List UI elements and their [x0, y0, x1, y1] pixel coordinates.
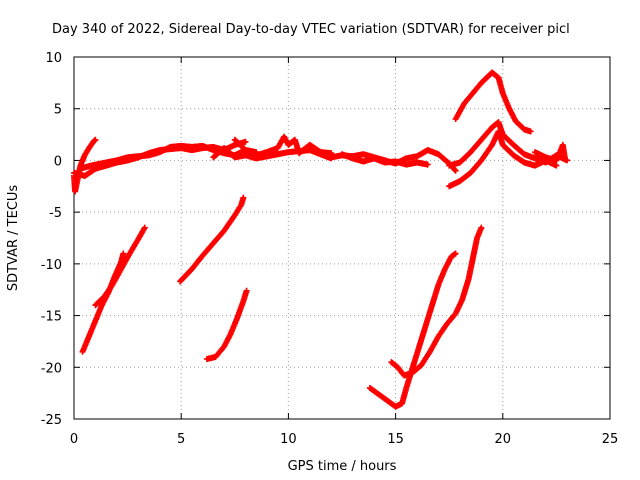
grid	[74, 57, 610, 419]
x-tick-label: 0	[70, 432, 78, 447]
x-tick-label: 10	[280, 432, 297, 447]
y-tick-label: -25	[41, 413, 62, 428]
series-arc-7	[339, 151, 431, 168]
data-point	[424, 161, 431, 168]
plot-frame	[73, 56, 611, 420]
data-point	[478, 224, 485, 231]
y-tick-label: -10	[41, 258, 62, 273]
data-point	[120, 250, 127, 257]
series-layer	[71, 69, 571, 410]
y-tick-label: 0	[54, 154, 62, 169]
x-tick-label: 5	[177, 432, 185, 447]
series-arc-15	[203, 287, 250, 363]
y-tick-label: -20	[41, 361, 62, 376]
series-arc-5	[231, 133, 335, 159]
series-arc-11	[531, 141, 568, 164]
data-point	[452, 250, 459, 257]
axis-ticks: 0 5 10 15 20 25 -25 -20 -15 -10 -5 0 5 10	[41, 51, 619, 447]
x-axis-label: GPS time / hours	[288, 459, 397, 474]
y-tick-label: -5	[49, 206, 62, 221]
data-point	[527, 128, 534, 135]
x-tick-label: 15	[387, 432, 404, 447]
chart-title: Day 340 of 2022, Sidereal Day-to-day VTE…	[52, 22, 570, 37]
data-point	[141, 224, 148, 231]
data-point	[240, 194, 247, 201]
data-point	[452, 167, 459, 174]
data-point	[451, 166, 458, 173]
series-arc-2	[71, 138, 249, 179]
y-axis-label: SDTVAR / TECUs	[6, 185, 21, 292]
data-point	[561, 155, 568, 162]
y-tick-label: -15	[41, 310, 62, 325]
data-point	[242, 138, 249, 145]
data-point	[243, 287, 250, 294]
series-arc-12	[79, 250, 127, 355]
series-arc-3	[77, 142, 260, 172]
series-arc-10	[452, 69, 534, 135]
series-arc-14	[177, 194, 247, 285]
series-arc-17	[388, 224, 485, 379]
data-point	[553, 162, 560, 169]
y-tick-label: 5	[54, 103, 62, 118]
y-tick-label: 10	[45, 51, 62, 66]
series-arc-16	[366, 250, 459, 410]
x-tick-label: 25	[602, 432, 619, 447]
data-point	[92, 136, 99, 143]
x-tick-label: 20	[495, 432, 512, 447]
series-arc-13	[92, 224, 148, 309]
